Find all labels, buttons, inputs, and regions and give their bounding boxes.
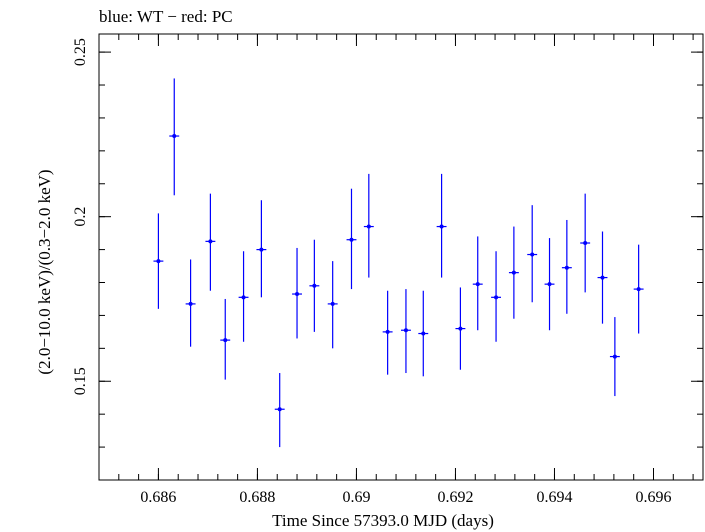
point-marker xyxy=(475,282,480,287)
point-marker xyxy=(156,259,161,264)
data-point xyxy=(238,251,249,342)
point-marker xyxy=(439,224,444,229)
data-point xyxy=(327,261,338,349)
data-point xyxy=(205,193,216,291)
point-marker xyxy=(547,282,552,287)
plot-frame xyxy=(98,33,704,481)
point-marker xyxy=(530,252,535,257)
data-point xyxy=(346,188,357,290)
y-tick-label: 0.2 xyxy=(72,207,89,227)
point-marker xyxy=(259,247,264,252)
data-point xyxy=(382,290,393,375)
x-tick-label: 0.686 xyxy=(140,489,176,506)
data-point xyxy=(527,205,538,303)
data-point xyxy=(274,373,285,448)
y-tick-label: 0.25 xyxy=(72,38,89,66)
x-tick-label: 0.688 xyxy=(239,489,275,506)
data-point xyxy=(472,236,483,331)
point-marker xyxy=(564,265,569,270)
data-point xyxy=(363,173,374,278)
point-marker xyxy=(636,287,641,292)
x-axis-label: Time Since 57393.0 MJD (days) xyxy=(272,511,494,530)
chart-title: blue: WT − red: PC xyxy=(99,7,233,26)
point-marker xyxy=(421,331,426,336)
data-point xyxy=(455,287,466,370)
point-marker xyxy=(458,326,463,331)
y-tick-label: 0.15 xyxy=(72,367,89,395)
point-marker xyxy=(277,407,282,412)
data-point xyxy=(633,244,644,334)
data-points xyxy=(153,78,644,448)
data-point xyxy=(508,226,519,319)
point-marker xyxy=(366,224,371,229)
data-point xyxy=(169,78,180,196)
data-point xyxy=(561,219,572,314)
point-marker xyxy=(612,354,617,359)
data-point xyxy=(153,213,164,309)
data-point xyxy=(418,290,429,377)
x-tick-label: 0.69 xyxy=(342,489,370,506)
y-axis-label: (2.0−10.0 keV)/(0.3−2.0 keV) xyxy=(35,169,54,374)
x-tick-label: 0.694 xyxy=(536,489,572,506)
point-marker xyxy=(172,134,177,139)
point-marker xyxy=(583,241,588,246)
point-marker xyxy=(208,239,213,244)
point-marker xyxy=(403,328,408,333)
data-point xyxy=(256,200,267,298)
point-marker xyxy=(330,301,335,306)
data-point xyxy=(436,173,447,278)
data-point xyxy=(597,231,608,324)
data-point xyxy=(609,317,620,397)
data-point xyxy=(544,238,555,331)
data-point xyxy=(292,247,302,339)
point-marker xyxy=(312,283,317,288)
data-point xyxy=(491,251,502,342)
x-tick-label: 0.696 xyxy=(635,489,671,506)
axis-ticks: 0.686 0.688 0.69 0.692 0.694 0.696 0.15 0.2 0.25 xyxy=(72,34,703,506)
point-marker xyxy=(223,338,228,343)
data-point xyxy=(309,239,320,332)
data-point xyxy=(580,193,591,293)
data-point xyxy=(185,259,196,347)
point-marker xyxy=(511,270,516,275)
point-marker xyxy=(295,292,300,297)
x-tick-label: 0.692 xyxy=(437,489,473,506)
point-marker xyxy=(494,295,499,300)
data-point xyxy=(220,298,231,380)
point-marker xyxy=(600,275,605,280)
point-marker xyxy=(241,295,246,300)
point-marker xyxy=(349,237,354,242)
point-marker xyxy=(188,301,193,306)
data-point xyxy=(401,289,411,374)
point-marker xyxy=(385,329,390,334)
